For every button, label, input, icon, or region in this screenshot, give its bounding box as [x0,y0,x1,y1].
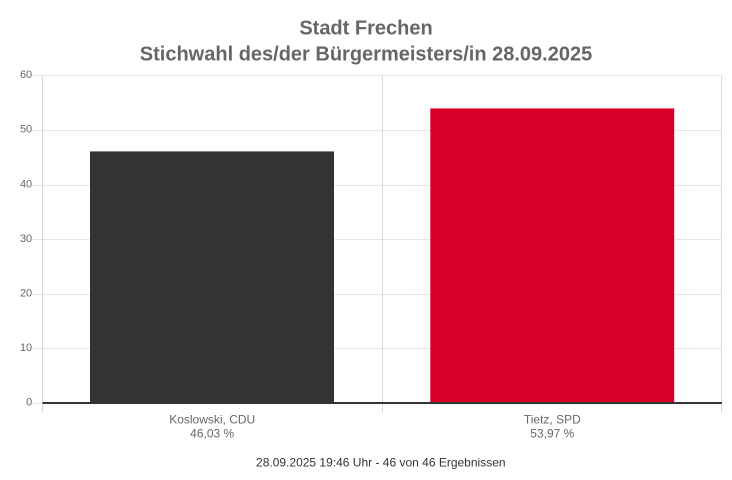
svg-text:30: 30 [20,233,32,245]
svg-text:40: 40 [20,178,32,190]
svg-text:46,03 %: 46,03 % [190,427,234,441]
svg-text:50: 50 [20,124,32,136]
svg-text:60: 60 [20,69,32,81]
svg-text:0: 0 [26,397,32,409]
svg-text:20: 20 [20,287,32,299]
svg-text:Stichwahl des/der Bürgermeiste: Stichwahl des/der Bürgermeisters/in 28.0… [140,43,592,65]
svg-text:Stadt Frechen: Stadt Frechen [299,17,432,39]
svg-text:10: 10 [20,342,32,354]
svg-text:28.09.2025 19:46 Uhr - 46 von: 28.09.2025 19:46 Uhr - 46 von 46 Ergebni… [256,456,506,470]
svg-text:Koslowski, CDU: Koslowski, CDU [169,413,255,427]
svg-text:53,97 %: 53,97 % [530,427,574,441]
svg-text:Tietz, SPD: Tietz, SPD [524,413,581,427]
